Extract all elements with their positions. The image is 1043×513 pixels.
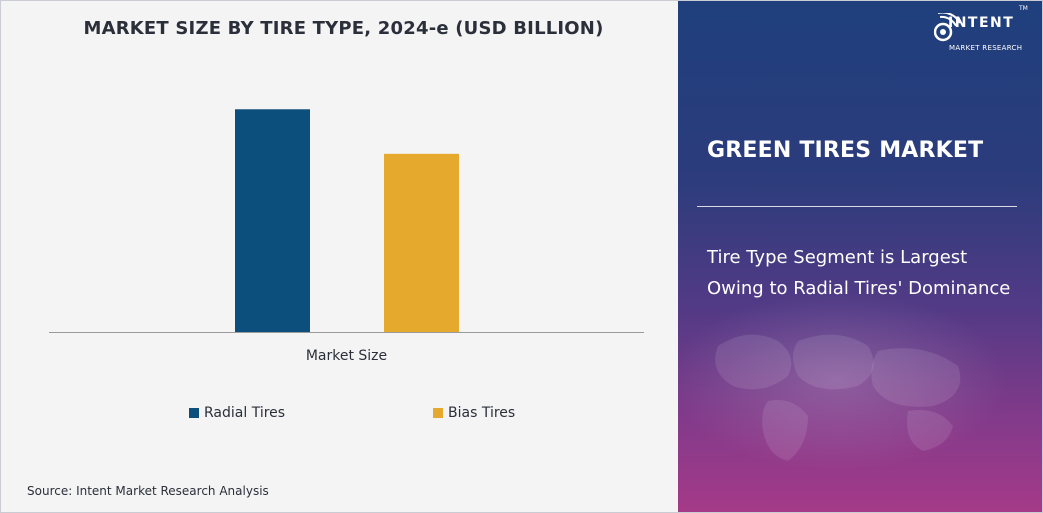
- chart-title: MARKET SIZE BY TIRE TYPE, 2024-e (USD BI…: [83, 18, 604, 39]
- logo-ring-icon: [934, 22, 953, 42]
- source-note: Source: Intent Market Research Analysis: [27, 484, 269, 498]
- market-title: GREEN TIRES MARKET: [707, 138, 984, 163]
- bar-radial-tires: [235, 109, 310, 332]
- bar-chart: Market Size: [49, 109, 644, 364]
- brand-name: INTENT: [948, 15, 1015, 31]
- chart-panel: MARKET SIZE BY TIRE TYPE, 2024-e (USD BI…: [1, 1, 678, 512]
- legend-item-bias-tires: Bias Tires: [433, 405, 515, 421]
- legend-swatch: [189, 408, 199, 418]
- brand-subtitle: MARKET RESEARCH: [949, 44, 1023, 52]
- bar-bias-tires: [384, 153, 459, 332]
- summary-panel: INTENT TM MARKET RESEARCH GREEN TIRES MA…: [678, 1, 1042, 512]
- intent-logo: [934, 13, 961, 42]
- insight-text: Tire Type Segment is Largest Owing to Ra…: [707, 247, 1011, 299]
- legend-label: Radial Tires: [204, 405, 286, 421]
- world-map-decoration: [678, 291, 1008, 471]
- legend-item-radial-tires: Radial Tires: [189, 405, 285, 421]
- legend-swatch: [433, 408, 443, 418]
- legend-label: Bias Tires: [448, 405, 516, 421]
- x-category-label: Market Size: [306, 348, 387, 364]
- divider: [697, 206, 1017, 207]
- trademark-mark: TM: [1019, 5, 1028, 12]
- chart-legend: Radial Tires Bias Tires: [1, 405, 678, 425]
